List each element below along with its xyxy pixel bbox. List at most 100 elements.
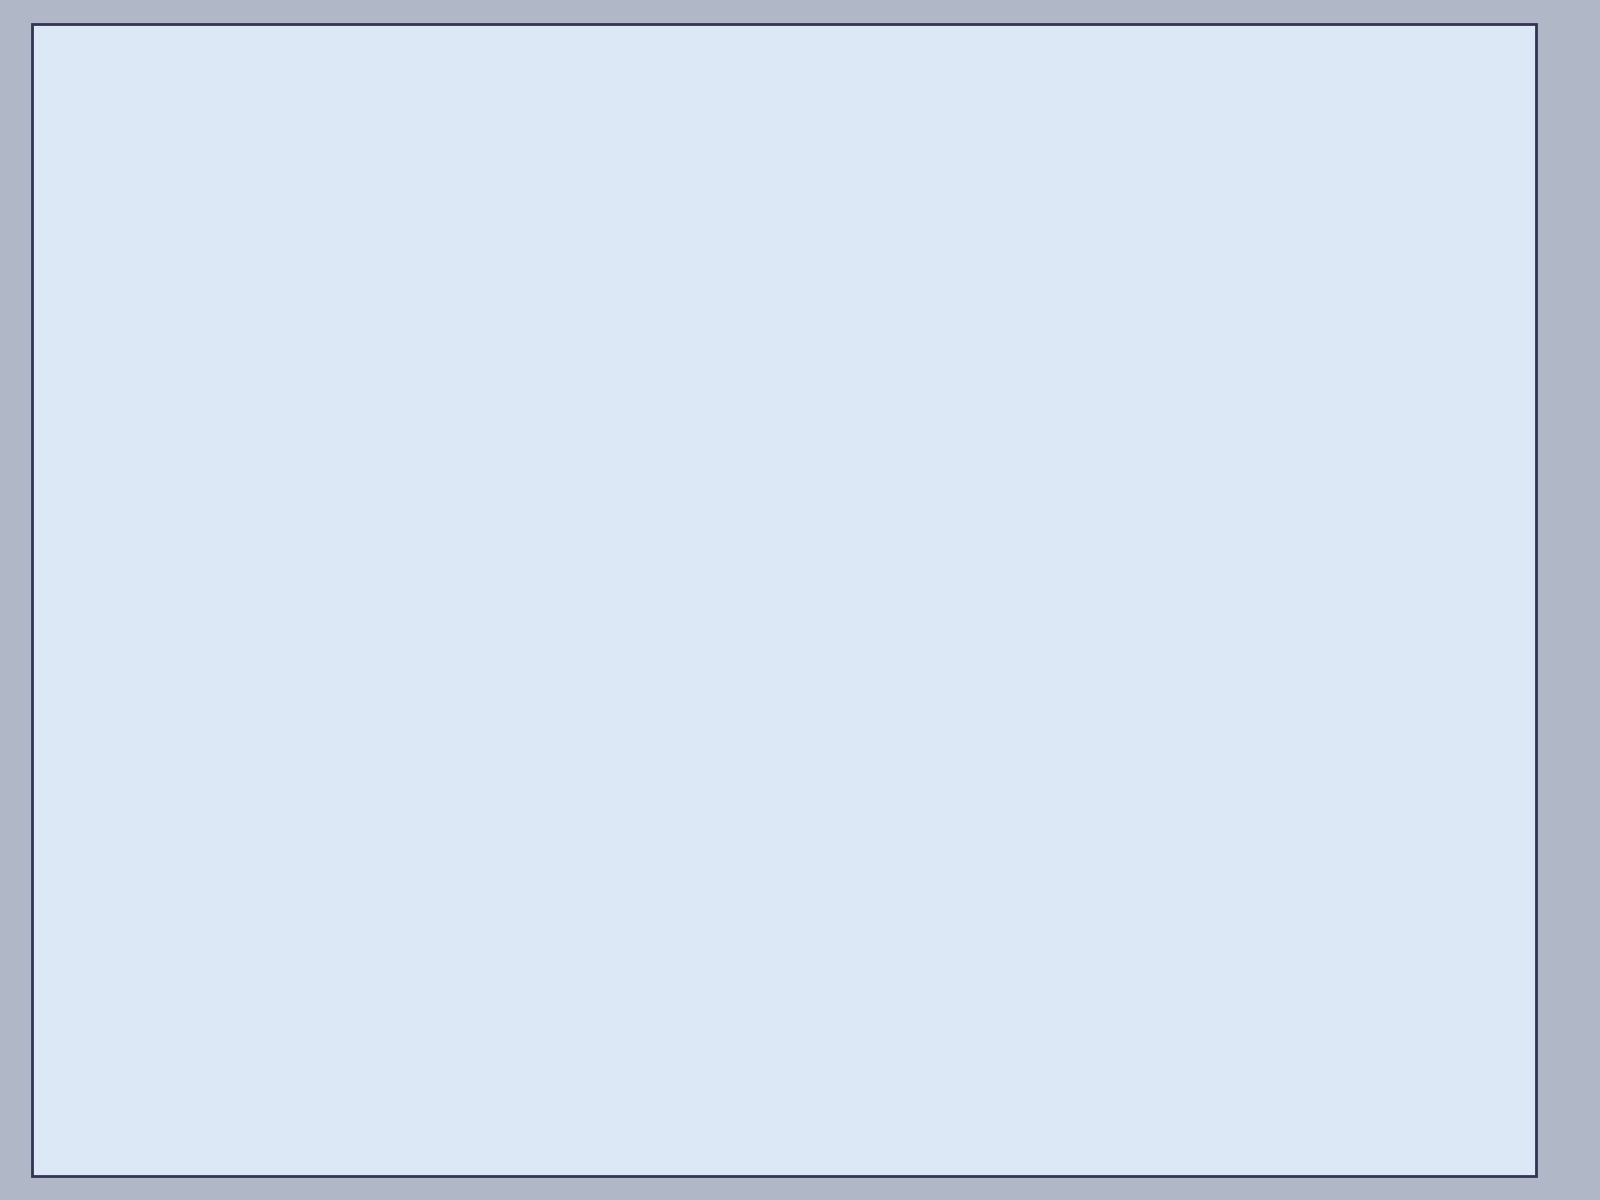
Text: LOWER: LOWER bbox=[1419, 314, 1445, 320]
Circle shape bbox=[1293, 299, 1309, 311]
Text: RED: RED bbox=[477, 710, 502, 721]
Text: HVAC
Control
Assembly: HVAC Control Assembly bbox=[1405, 192, 1442, 222]
Bar bbox=[194, 146, 1411, 1054]
Bar bbox=[446, 526, 480, 545]
Bar bbox=[1072, 378, 1101, 401]
Text: K  ∧  C1: K ∧ C1 bbox=[1322, 298, 1360, 307]
Bar bbox=[862, 476, 896, 494]
Text: 5: 5 bbox=[1312, 250, 1317, 254]
Text: Vacuum
Valve: Vacuum Valve bbox=[286, 332, 322, 353]
Circle shape bbox=[1350, 248, 1362, 257]
Circle shape bbox=[878, 257, 893, 268]
FancyBboxPatch shape bbox=[194, 222, 325, 288]
Circle shape bbox=[864, 257, 878, 268]
Bar bbox=[450, 378, 477, 401]
Bar bbox=[1390, 660, 1438, 802]
Bar bbox=[1363, 325, 1480, 338]
Bar bbox=[1264, 238, 1325, 277]
Text: 5: 5 bbox=[482, 250, 486, 254]
Text: 4: 4 bbox=[883, 250, 888, 254]
Circle shape bbox=[1101, 257, 1114, 268]
Bar bbox=[862, 526, 896, 545]
Text: 782211: 782211 bbox=[1338, 1019, 1374, 1028]
Bar bbox=[208, 137, 1411, 1013]
Text: DEFROST: DEFROST bbox=[1416, 343, 1448, 349]
Text: Mode Door
Vacuum Actuator: Mode Door Vacuum Actuator bbox=[715, 540, 794, 559]
Text: Lower Outlets: Lower Outlets bbox=[278, 757, 331, 766]
Text: Blower: Blower bbox=[1246, 684, 1272, 692]
Bar bbox=[394, 458, 533, 706]
Circle shape bbox=[422, 257, 435, 268]
Bar bbox=[640, 238, 701, 277]
Text: 4: 4 bbox=[1091, 250, 1094, 254]
Text: B: B bbox=[232, 676, 238, 685]
Text: Warm: Warm bbox=[808, 678, 830, 688]
Text: 4: 4 bbox=[469, 250, 472, 254]
Bar bbox=[893, 685, 968, 786]
Circle shape bbox=[851, 257, 864, 268]
Circle shape bbox=[1280, 257, 1294, 268]
Circle shape bbox=[418, 554, 434, 566]
Circle shape bbox=[1307, 257, 1322, 268]
Text: 2: 2 bbox=[1371, 301, 1376, 307]
Text: C  ∧  C1: C ∧ C1 bbox=[1322, 192, 1360, 202]
Bar bbox=[1264, 541, 1325, 620]
Text: 1: 1 bbox=[1050, 250, 1053, 254]
Bar bbox=[434, 596, 494, 676]
Circle shape bbox=[1323, 554, 1339, 566]
Text: RED: RED bbox=[488, 408, 514, 419]
Text: 1: 1 bbox=[1258, 250, 1261, 254]
Text: A/C Evaporator
Core: A/C Evaporator Core bbox=[1040, 664, 1098, 683]
Text: Mode Door: Mode Door bbox=[253, 707, 294, 715]
Text: 3: 3 bbox=[1077, 250, 1082, 254]
Text: Cold: Cold bbox=[813, 758, 830, 768]
Text: M: M bbox=[1096, 458, 1106, 469]
Text: Upper
Outlets: Upper Outlets bbox=[200, 586, 229, 605]
Bar bbox=[864, 378, 893, 401]
Bar bbox=[446, 476, 480, 494]
Text: 3: 3 bbox=[454, 250, 459, 254]
Circle shape bbox=[670, 257, 685, 268]
Ellipse shape bbox=[854, 112, 890, 131]
Bar bbox=[434, 238, 494, 277]
Circle shape bbox=[907, 554, 925, 566]
Circle shape bbox=[670, 299, 686, 311]
Text: 3: 3 bbox=[1285, 250, 1290, 254]
Text: Temperature
Door
Motor: Temperature Door Motor bbox=[1131, 439, 1179, 468]
Circle shape bbox=[477, 257, 491, 268]
Circle shape bbox=[1266, 257, 1280, 268]
Bar bbox=[1018, 671, 1114, 811]
Text: B: B bbox=[1390, 661, 1397, 670]
Circle shape bbox=[834, 554, 850, 566]
Text: ORN: ORN bbox=[1307, 710, 1334, 721]
Circle shape bbox=[837, 257, 851, 268]
Text: 1: 1 bbox=[842, 250, 846, 254]
Circle shape bbox=[1086, 257, 1101, 268]
Circle shape bbox=[629, 257, 643, 268]
Text: A: A bbox=[1390, 792, 1397, 802]
Text: 1: 1 bbox=[1371, 287, 1376, 293]
Text: 2: 2 bbox=[856, 250, 859, 254]
Circle shape bbox=[462, 299, 478, 311]
Circle shape bbox=[435, 257, 450, 268]
Circle shape bbox=[658, 257, 670, 268]
Text: 3: 3 bbox=[1371, 314, 1376, 320]
Bar bbox=[658, 378, 685, 401]
Circle shape bbox=[493, 554, 509, 566]
Text: 1: 1 bbox=[635, 250, 638, 254]
Bar bbox=[1363, 187, 1480, 282]
Text: GRN: GRN bbox=[1110, 408, 1138, 419]
Text: Recir-
culation
Door: Recir- culation Door bbox=[1357, 701, 1389, 731]
Text: A: A bbox=[232, 586, 238, 594]
Circle shape bbox=[685, 257, 699, 268]
Bar bbox=[1264, 596, 1325, 676]
Circle shape bbox=[1045, 257, 1059, 268]
Circle shape bbox=[1323, 599, 1339, 611]
Ellipse shape bbox=[1390, 792, 1438, 811]
Text: Heater
Door: Heater Door bbox=[389, 666, 414, 685]
Text: HVAC Vacuum Schematics (HVAC Vacuum Schematic): HVAC Vacuum Schematics (HVAC Vacuum Sche… bbox=[616, 131, 1072, 146]
Circle shape bbox=[893, 257, 906, 268]
Text: In-Car
Air Inlet: In-Car Air Inlet bbox=[1269, 832, 1299, 851]
Bar bbox=[1280, 378, 1307, 401]
Circle shape bbox=[1248, 599, 1264, 611]
